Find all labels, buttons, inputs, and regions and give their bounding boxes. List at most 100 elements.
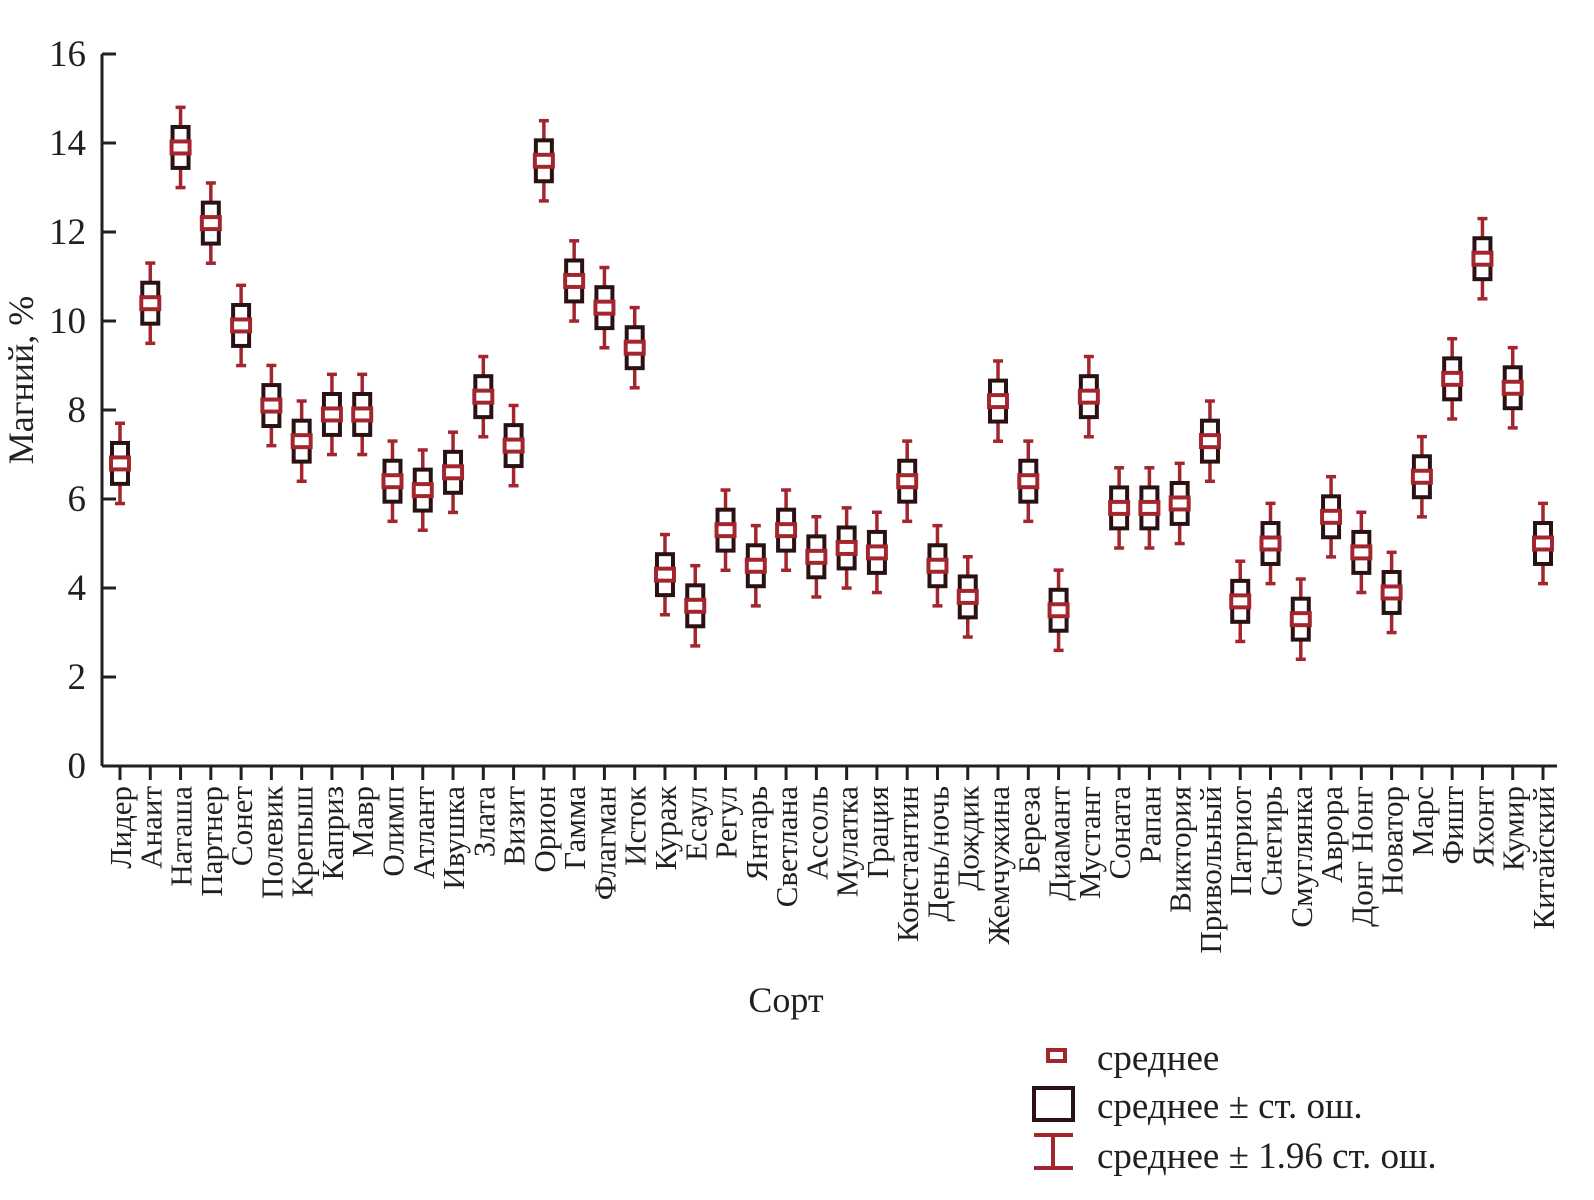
mean-marker bbox=[1229, 593, 1252, 610]
x-tick-label: Регул bbox=[709, 786, 744, 859]
box-group bbox=[956, 555, 979, 639]
x-tick-label: Кумир bbox=[1496, 786, 1531, 871]
x-tick-label: Донг Нонг bbox=[1344, 786, 1379, 927]
mean-marker bbox=[472, 388, 495, 405]
box-group bbox=[926, 523, 949, 608]
box-group bbox=[896, 439, 919, 524]
mean-marker bbox=[653, 566, 676, 583]
box-group bbox=[835, 506, 858, 590]
box-group bbox=[684, 563, 707, 648]
y-tick-labels: 0 2 4 6 8 10 12 14 16 bbox=[49, 34, 86, 787]
mean-marker bbox=[1168, 495, 1191, 512]
box-group bbox=[1441, 336, 1464, 421]
box-group bbox=[1380, 550, 1403, 635]
box-group bbox=[1108, 466, 1131, 550]
box-group bbox=[351, 372, 374, 457]
x-tick-label: Китайский bbox=[1526, 786, 1561, 930]
x-tick-label: Злата bbox=[466, 786, 501, 857]
box-group bbox=[290, 399, 313, 484]
mean-marker bbox=[1532, 535, 1554, 552]
mean-marker bbox=[199, 215, 222, 232]
box-group bbox=[805, 514, 828, 599]
box-group bbox=[563, 239, 586, 323]
x-tick-label: День/ночь bbox=[920, 786, 955, 922]
box-group bbox=[411, 448, 434, 532]
mean-marker bbox=[714, 522, 737, 539]
x-tick-label: Береза bbox=[1011, 786, 1046, 873]
mean-marker bbox=[593, 299, 616, 316]
box-group bbox=[1501, 345, 1524, 430]
axes bbox=[100, 52, 1557, 780]
mean-marker bbox=[684, 597, 707, 614]
x-tick-label: Мустанг bbox=[1072, 786, 1107, 899]
box-group bbox=[532, 118, 555, 203]
y-tick-label: 0 bbox=[68, 746, 87, 787]
x-tick-label: Ивушка bbox=[436, 786, 471, 890]
x-tick-label: Смуглянка bbox=[1284, 786, 1319, 928]
mean-marker bbox=[290, 433, 313, 450]
x-tick-label: Каприз bbox=[315, 786, 350, 881]
mean-marker bbox=[169, 139, 192, 156]
box-group bbox=[1410, 434, 1433, 519]
box-group bbox=[1047, 568, 1070, 653]
x-tick-label: Виктория bbox=[1163, 786, 1198, 913]
box-group bbox=[1198, 399, 1221, 484]
box-group bbox=[744, 523, 767, 608]
box-group bbox=[1350, 510, 1373, 595]
box-group bbox=[472, 354, 495, 439]
box-group bbox=[1077, 354, 1100, 439]
box-group bbox=[442, 430, 465, 515]
x-tick-label: Визит bbox=[497, 786, 532, 866]
mean-marker bbox=[320, 406, 343, 423]
mean-marker bbox=[1441, 370, 1464, 387]
mean-marker bbox=[835, 539, 858, 556]
box-group bbox=[1532, 501, 1554, 586]
mean-marker bbox=[1289, 611, 1312, 628]
box-group bbox=[320, 372, 343, 457]
x-tick-label: Константин bbox=[890, 786, 925, 942]
x-tick-label: Привольный bbox=[1193, 786, 1228, 954]
x-tick-label: Соната bbox=[1102, 786, 1137, 880]
legend-mean-label: среднее bbox=[1097, 1038, 1219, 1079]
x-tick-label: Рапан bbox=[1132, 786, 1167, 864]
mean-marker bbox=[1047, 602, 1070, 619]
x-tick-label: Мулатка bbox=[830, 786, 865, 897]
legend-se-label: среднее ± ст. ош. bbox=[1097, 1086, 1363, 1127]
x-tick-label: Яхонт bbox=[1465, 786, 1500, 867]
mean-marker bbox=[1077, 388, 1100, 405]
plot-marks bbox=[109, 105, 1554, 662]
legend-ci-marker bbox=[1034, 1133, 1073, 1170]
y-tick-label: 12 bbox=[49, 212, 86, 253]
box-group bbox=[169, 105, 192, 190]
y-tick-label: 14 bbox=[49, 123, 86, 164]
x-tick-label: Дождик bbox=[951, 785, 986, 891]
x-tick-label: Гамма bbox=[557, 786, 592, 870]
x-tick-label: Марс bbox=[1405, 786, 1440, 857]
x-tick-label: Ассоль bbox=[799, 786, 834, 880]
x-tick-label: Аврора bbox=[1314, 786, 1349, 884]
mean-marker bbox=[1198, 433, 1221, 450]
mean-marker bbox=[139, 295, 162, 312]
x-tick-label: Наташа bbox=[164, 786, 199, 887]
mean-marker bbox=[987, 393, 1010, 410]
box-group bbox=[865, 510, 888, 595]
mean-marker bbox=[230, 317, 253, 334]
mean-marker bbox=[351, 406, 374, 423]
box-group bbox=[230, 283, 253, 368]
box-group bbox=[714, 488, 737, 573]
mean-marker bbox=[775, 522, 798, 539]
box-group bbox=[1471, 216, 1494, 301]
box-group bbox=[987, 359, 1010, 443]
box-group bbox=[199, 181, 222, 265]
x-tick-label: Крепыш bbox=[285, 786, 320, 897]
mean-marker bbox=[1410, 468, 1433, 485]
box-group bbox=[1138, 466, 1161, 550]
mean-marker bbox=[109, 455, 131, 472]
y-tick-label: 4 bbox=[68, 568, 87, 609]
mean-marker bbox=[1320, 508, 1343, 525]
y-tick-label: 10 bbox=[49, 301, 86, 342]
mean-marker bbox=[442, 464, 465, 481]
mean-marker bbox=[1138, 499, 1161, 516]
box-group bbox=[623, 305, 646, 390]
